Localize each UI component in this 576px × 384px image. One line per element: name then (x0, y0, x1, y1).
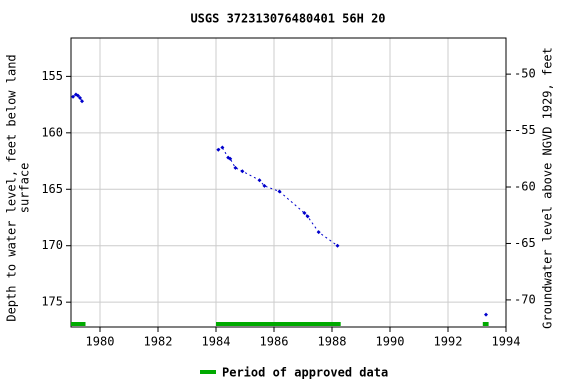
data-point (257, 178, 262, 183)
legend-label: Period of approved data (222, 366, 388, 380)
data-point (80, 99, 85, 104)
x-tick-label: 1984 (202, 335, 231, 349)
x-tick-label: 1980 (86, 335, 115, 349)
x-tick-label: 1982 (144, 335, 173, 349)
x-tick-label: 1992 (434, 335, 463, 349)
y-axis-label: surface (18, 163, 32, 214)
x-tick-label: 1986 (260, 335, 289, 349)
y2-tick-label: -55 (514, 123, 536, 137)
y2-axis-label: Groundwater level above NGVD 1929, feet (541, 47, 555, 329)
data-point (316, 230, 321, 235)
chart-title: USGS 372313076480401 56H 20 (190, 12, 385, 26)
approved-period (216, 322, 341, 326)
data-point (302, 210, 307, 215)
y-tick-label: 165 (41, 182, 63, 196)
data-point (75, 93, 80, 98)
data-point (240, 169, 245, 174)
data-point (220, 145, 225, 150)
y-tick-label: 160 (41, 125, 63, 139)
y-tick-label: 155 (41, 69, 63, 83)
y-axis-label: Depth to water level, feet below land (5, 54, 19, 321)
y2-tick-label: -65 (514, 236, 536, 250)
approved-period (71, 322, 86, 326)
x-tick-label: 1990 (376, 335, 405, 349)
approved-period (482, 322, 489, 326)
y-tick-label: 175 (41, 295, 63, 309)
y2-tick-label: -50 (514, 67, 536, 81)
y2-tick-label: -70 (514, 292, 536, 306)
data-point (77, 95, 82, 100)
y-tick-label: 170 (41, 238, 63, 252)
data-point (277, 189, 282, 194)
data-point (262, 183, 267, 188)
data-line (73, 94, 486, 314)
y2-tick-label: -60 (514, 180, 536, 194)
data-point (335, 243, 340, 248)
data-point (483, 312, 488, 317)
data-point (71, 94, 76, 99)
data-point (305, 214, 310, 219)
data-point (233, 165, 238, 170)
data-point (228, 156, 233, 161)
data-point (216, 147, 221, 152)
x-tick-label: 1994 (492, 335, 521, 349)
plot-frame (70, 37, 507, 328)
x-tick-label: 1988 (318, 335, 347, 349)
